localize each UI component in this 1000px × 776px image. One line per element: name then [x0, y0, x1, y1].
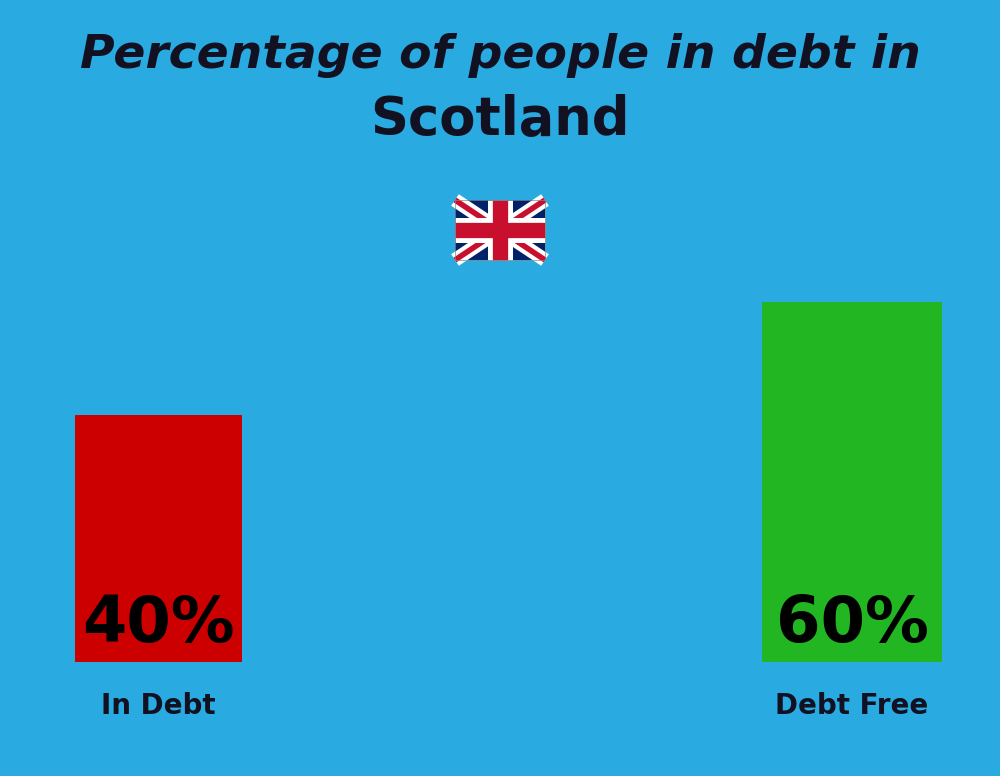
Bar: [75, 415, 242, 662]
Text: 60%: 60%: [776, 593, 928, 655]
Text: Scotland: Scotland: [370, 94, 630, 146]
Text: 40%: 40%: [82, 593, 235, 655]
Text: In Debt: In Debt: [101, 692, 216, 720]
Bar: [455, 200, 545, 260]
Text: Debt Free: Debt Free: [775, 692, 929, 720]
Bar: [455, 200, 545, 260]
Text: Percentage of people in debt in: Percentage of people in debt in: [80, 33, 920, 78]
Bar: [762, 302, 942, 662]
